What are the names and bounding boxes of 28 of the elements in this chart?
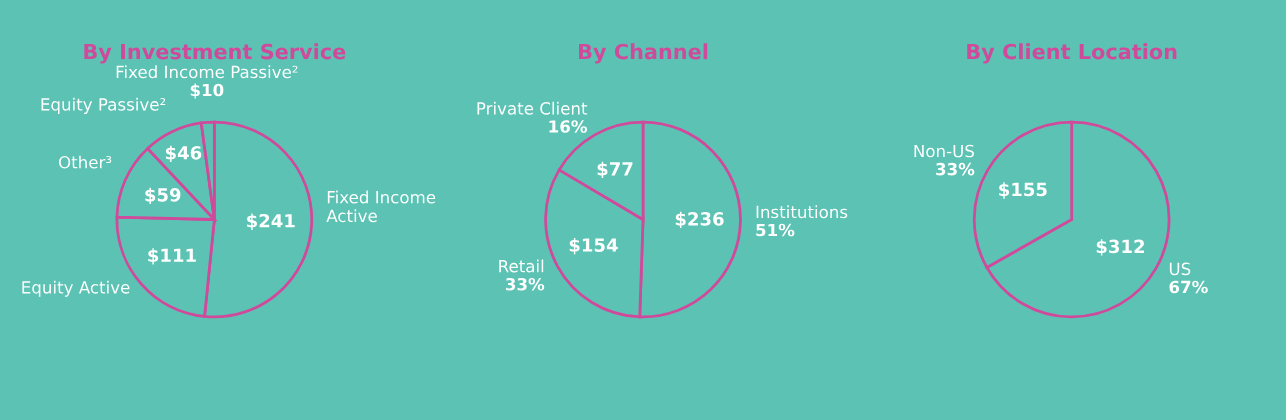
text: 51% xyxy=(756,223,795,237)
slice-label: Equity Active xyxy=(22,280,130,297)
slice-label: Fixed Income Passive² xyxy=(116,65,298,79)
slice-label: Other³ xyxy=(58,155,112,169)
slice-label: Retail xyxy=(499,259,544,273)
data-label: $236 xyxy=(675,211,724,229)
data-label: $10 xyxy=(190,83,224,99)
data-label: $154 xyxy=(569,237,618,255)
chart-title: By Client Location xyxy=(967,43,1177,64)
data-label: $77 xyxy=(597,161,633,179)
slice-label: Non-US xyxy=(914,144,974,158)
text: 67% xyxy=(1169,280,1208,294)
data-label: $59 xyxy=(145,187,181,205)
slice-label: Equity Passive² xyxy=(41,97,166,114)
data-label: $111 xyxy=(148,248,196,265)
data-label: $155 xyxy=(999,182,1047,199)
chart-title: By Channel xyxy=(579,43,708,64)
data-label: $312 xyxy=(1096,239,1145,256)
slice-label: Fixed Income Active xyxy=(326,190,436,223)
data-label: $46 xyxy=(165,145,202,163)
text: 33% xyxy=(505,277,545,291)
text: 33% xyxy=(936,162,975,176)
slice-label: US xyxy=(1169,262,1191,276)
data-label: $241 xyxy=(247,213,295,230)
chart-title: By Investment Service xyxy=(84,43,346,64)
slice-label: Institutions xyxy=(756,205,848,219)
text: 16% xyxy=(549,120,587,133)
slice-label: Private Client xyxy=(477,101,588,115)
